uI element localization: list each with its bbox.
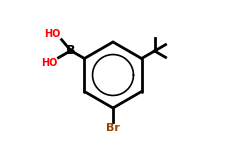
Text: Br: Br (106, 123, 120, 133)
Text: HO: HO (41, 58, 58, 69)
Text: B: B (66, 44, 76, 57)
Text: HO: HO (44, 29, 61, 39)
